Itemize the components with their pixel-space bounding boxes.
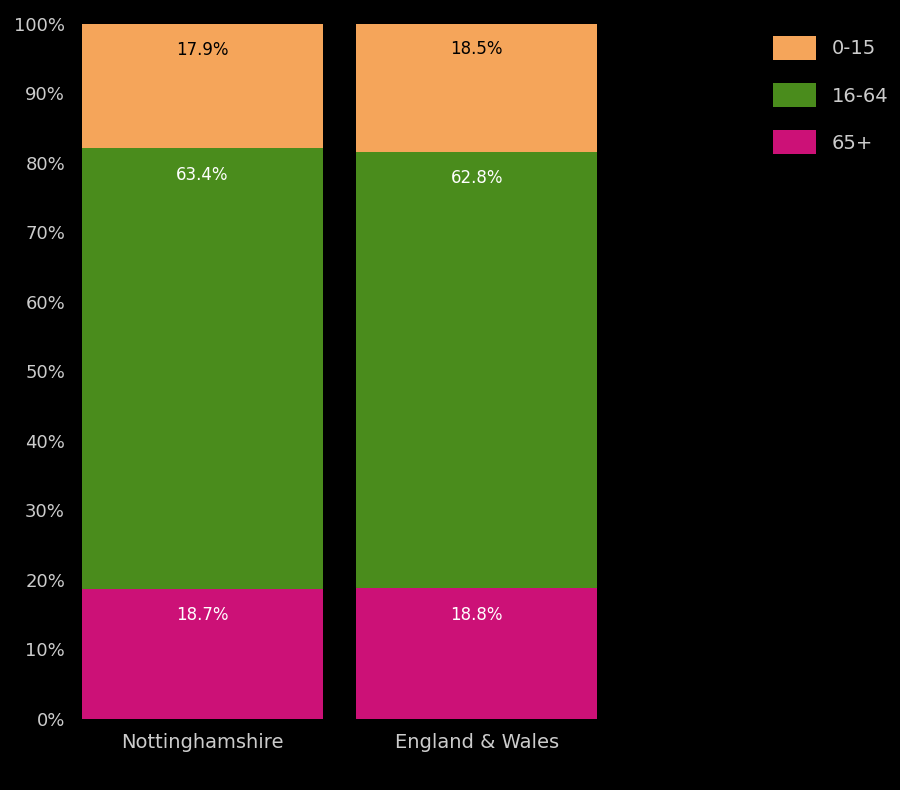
Bar (82, 149, 323, 589)
Bar (82, 589, 323, 719)
Bar (356, 589, 598, 719)
Bar (356, 23, 598, 152)
Bar (356, 152, 598, 589)
Legend: 0-15, 16-64, 65+: 0-15, 16-64, 65+ (763, 27, 898, 164)
Text: 18.8%: 18.8% (451, 606, 503, 623)
Text: 17.9%: 17.9% (176, 41, 229, 59)
Text: 63.4%: 63.4% (176, 166, 229, 183)
Text: 62.8%: 62.8% (451, 169, 503, 187)
Text: 18.5%: 18.5% (451, 40, 503, 58)
Text: 18.7%: 18.7% (176, 606, 229, 624)
Bar (82, 24, 323, 149)
